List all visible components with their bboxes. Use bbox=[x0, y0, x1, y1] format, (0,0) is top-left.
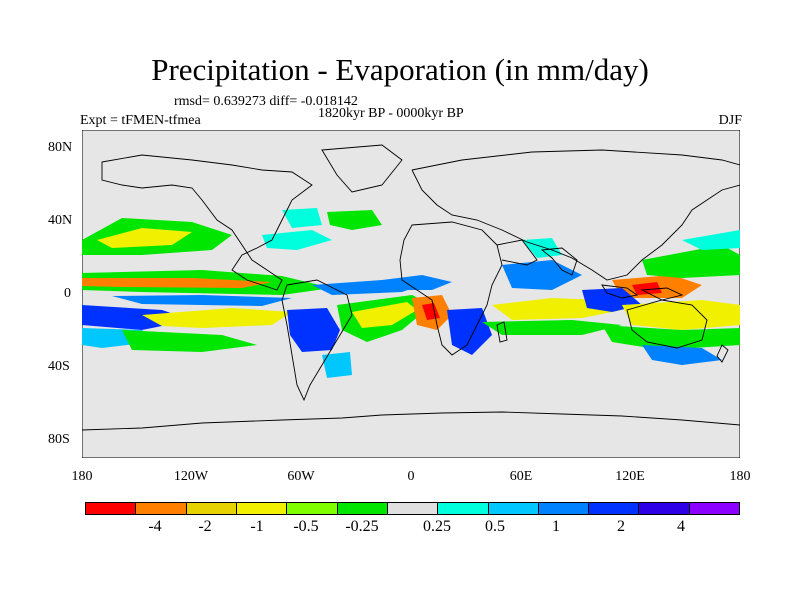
coast-madagascar bbox=[496, 321, 508, 343]
patch-sepac-green bbox=[122, 330, 257, 352]
colorbar-label: 2 bbox=[617, 518, 625, 535]
colorbar-label: 0.25 bbox=[423, 518, 451, 535]
colorbar-label: -2 bbox=[198, 518, 212, 535]
coast-south-america bbox=[281, 279, 353, 402]
coastlines bbox=[82, 144, 740, 431]
patch-indian-blue bbox=[502, 260, 582, 290]
colorbar bbox=[85, 502, 740, 515]
colorbar-label: -4 bbox=[148, 518, 162, 535]
lon-label-0: 0 bbox=[407, 469, 415, 484]
lon-label-120e: 120E bbox=[615, 469, 645, 484]
lon-label-60w: 60W bbox=[287, 469, 315, 484]
coast-greenland bbox=[321, 144, 403, 193]
colorbar-swatch bbox=[689, 503, 740, 514]
patch-npac-yellow bbox=[97, 228, 192, 248]
colorbar-swatch bbox=[438, 503, 489, 514]
season-label: DJF bbox=[718, 113, 742, 128]
colorbar-label: -1 bbox=[250, 518, 264, 535]
colorbar-swatch bbox=[538, 503, 590, 514]
colorbar-label: -0.25 bbox=[345, 518, 379, 535]
colorbar-swatch bbox=[387, 503, 439, 514]
colorbar-swatch bbox=[287, 503, 338, 514]
coast-australia bbox=[626, 299, 708, 349]
colorbar-swatch bbox=[136, 503, 187, 514]
colorbar-swatch bbox=[186, 503, 237, 514]
colorbar-swatch bbox=[337, 503, 388, 514]
lon-label-60e: 60E bbox=[509, 469, 533, 484]
patch-nepac-cyan bbox=[282, 208, 322, 228]
colorbar-label: 1 bbox=[552, 518, 560, 535]
patch-aus-green bbox=[602, 325, 740, 350]
colorbar-swatch bbox=[488, 503, 539, 514]
lon-label-180e: 180 bbox=[729, 469, 751, 484]
pe-anomaly-patches bbox=[82, 208, 740, 378]
patch-aus-blue bbox=[642, 345, 722, 365]
patch-arabian-cyan bbox=[522, 238, 562, 258]
rmsd-stats: rmsd= 0.639273 diff= -0.018142 bbox=[174, 94, 358, 109]
patch-satl-yellow bbox=[352, 302, 417, 328]
colorbar-swatch bbox=[589, 503, 640, 514]
patch-mc-red bbox=[632, 282, 662, 295]
patch-natl-cyan bbox=[262, 230, 332, 250]
experiment-label: Expt = tFMEN-tfmea bbox=[80, 113, 201, 128]
patch-samerica-cyan bbox=[322, 352, 352, 378]
precip-evap-map bbox=[82, 130, 740, 458]
patch-itcz-blue bbox=[112, 295, 292, 306]
patch-wpac-cyan bbox=[682, 230, 740, 250]
lat-label-40n: 40N bbox=[48, 213, 73, 228]
lon-label-120w: 120W bbox=[173, 469, 209, 484]
coast-indonesia bbox=[601, 284, 684, 301]
colorbar-swatch bbox=[86, 503, 137, 514]
colorbar-label: -0.5 bbox=[293, 518, 319, 535]
coast-north-america bbox=[101, 154, 313, 291]
coast-antarctica bbox=[82, 411, 740, 431]
map-title: Precipitation - Evaporation (in mm/day) bbox=[151, 52, 649, 87]
lat-label-80s: 80S bbox=[48, 432, 70, 447]
patch-samerica-blue bbox=[287, 308, 340, 352]
colorbar-label: 4 bbox=[677, 518, 685, 535]
coast-arabia-india bbox=[496, 239, 578, 276]
colorbar-label: 0.5 bbox=[485, 518, 505, 535]
coast-new-zealand bbox=[716, 344, 729, 363]
coast-africa bbox=[399, 221, 503, 356]
coast-eurasia bbox=[411, 149, 740, 281]
patch-itcz-orange bbox=[82, 278, 272, 288]
colorbar-swatch bbox=[236, 503, 288, 514]
patch-africa-blue bbox=[447, 308, 492, 355]
time-period: 1820kyr BP - 0000kyr BP bbox=[318, 106, 464, 121]
lat-label-80n: 80N bbox=[48, 140, 73, 155]
lat-label-0: 0 bbox=[64, 286, 71, 301]
patch-aus-yellow bbox=[622, 300, 740, 330]
colorbar-swatch bbox=[639, 503, 690, 514]
patch-indian-green bbox=[482, 320, 622, 335]
patch-wpac-green bbox=[642, 245, 740, 278]
lat-label-40s: 40S bbox=[48, 359, 70, 374]
patch-sepac-yellow bbox=[142, 308, 292, 328]
lon-label-180w: 180 bbox=[71, 469, 93, 484]
patch-wafrica-blue bbox=[382, 275, 452, 290]
patch-natl-green bbox=[327, 210, 382, 230]
